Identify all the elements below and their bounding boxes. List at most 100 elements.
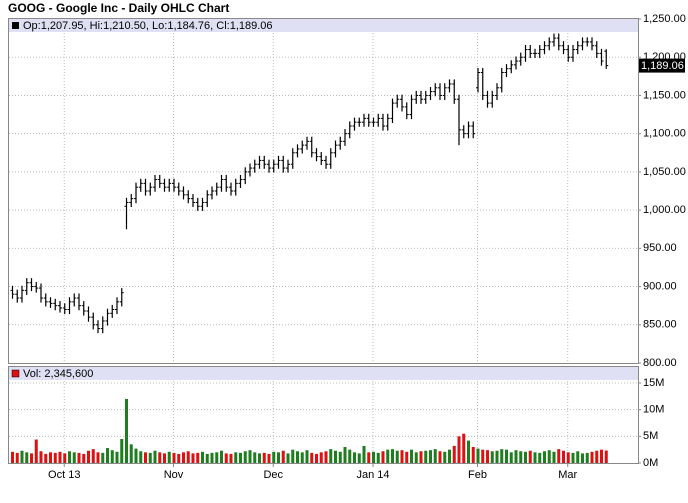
- y-tick-label: 800.00: [643, 357, 677, 369]
- volume-bar: [543, 451, 546, 463]
- volume-bar: [11, 451, 14, 463]
- volume-bar: [277, 452, 280, 463]
- volume-bar: [315, 453, 318, 463]
- volume-bar: [486, 450, 489, 463]
- volume-bar: [262, 452, 266, 463]
- volume-bar: [343, 447, 347, 463]
- volume-bar: [115, 451, 119, 463]
- y-tick-label: 850.00: [643, 319, 677, 331]
- volume-bar: [120, 439, 124, 463]
- volume-bar: [357, 453, 361, 463]
- volume-bar: [538, 452, 542, 463]
- volume-bar: [429, 450, 432, 463]
- price-legend-swatch: [12, 22, 19, 29]
- volume-bar: [144, 452, 147, 463]
- volume-bar: [562, 450, 565, 463]
- volume-bar: [20, 450, 24, 463]
- volume-bar: [106, 448, 109, 463]
- volume-bar: [414, 452, 418, 463]
- volume-legend-strip: [9, 367, 638, 380]
- volume-bar: [158, 452, 162, 463]
- ohlc-label: Op:1,207.95, Hi:1,210.50, Lo:1,184.76, C…: [23, 20, 273, 32]
- volume-bar: [524, 451, 527, 463]
- volume-bar: [353, 452, 356, 463]
- volume-bar: [30, 453, 33, 463]
- volume-bar: [39, 451, 43, 463]
- volume-bar: [467, 440, 470, 463]
- volume-bar: [305, 450, 309, 463]
- volume-bar: [519, 451, 523, 463]
- x-tick-label: Oct 13: [48, 469, 80, 481]
- volume-bar: [438, 451, 442, 463]
- y-tick-label: 1,250.00: [643, 13, 686, 25]
- volume-bar: [58, 451, 62, 463]
- volume-bar: [590, 451, 594, 463]
- volume-bar: [490, 451, 494, 463]
- volume-bar: [72, 452, 76, 463]
- volume-bar: [44, 453, 48, 463]
- volume-bar: [585, 452, 589, 463]
- volume-bar: [220, 450, 223, 463]
- volume-bar: [87, 450, 90, 463]
- volume-bar: [148, 452, 152, 463]
- volume-bar: [191, 453, 195, 463]
- volume-bar: [267, 453, 271, 463]
- volume-bar: [557, 449, 561, 463]
- volume-bar: [201, 451, 204, 463]
- volume-bar: [243, 451, 247, 463]
- volume-bar: [82, 453, 86, 463]
- volume-bar: [600, 449, 603, 463]
- volume-bar: [310, 452, 314, 463]
- volume-bar: [300, 452, 304, 463]
- volume-bar: [329, 449, 333, 463]
- volume-bar: [125, 399, 128, 463]
- x-tick-label: Dec: [263, 469, 283, 481]
- volume-bar: [433, 449, 437, 463]
- volume-bar: [367, 452, 371, 463]
- volume-bar: [182, 452, 185, 463]
- volume-panel: [8, 366, 639, 464]
- volume-bar: [196, 452, 200, 463]
- volume-bar: [376, 452, 380, 463]
- y-tick-label: 1,100.00: [643, 128, 686, 140]
- volume-bar: [177, 453, 181, 463]
- last-price-label: 1,189.06: [641, 60, 684, 72]
- y-tick-label: 950.00: [643, 242, 677, 254]
- y-tick-label: 0M: [643, 457, 658, 469]
- volume-bar: [424, 450, 428, 463]
- volume-bar: [101, 452, 105, 463]
- volume-bar: [495, 450, 499, 463]
- volume-bar: [153, 450, 157, 463]
- volume-bar: [272, 451, 276, 463]
- y-tick-label: 1,000.00: [643, 204, 686, 216]
- volume-bar: [505, 449, 508, 463]
- volume-bar: [229, 453, 233, 463]
- x-tick-label: Mar: [558, 469, 577, 481]
- volume-legend-swatch: [11, 369, 20, 378]
- volume-bar: [25, 452, 29, 463]
- volume-bar: [129, 444, 133, 463]
- volume-bar: [533, 452, 537, 463]
- volume-bar: [581, 453, 584, 463]
- volume-label: Vol: 2,345,600: [23, 368, 93, 380]
- volume-bar: [395, 450, 399, 463]
- volume-bar: [291, 449, 295, 463]
- volume-bar: [234, 452, 238, 463]
- chart-title: GOOG - Google Inc - Daily OHLC Chart: [8, 1, 229, 15]
- volume-bar: [400, 450, 404, 463]
- volume-bar: [296, 451, 299, 463]
- y-tick-label: 15M: [643, 377, 664, 389]
- volume-bar: [571, 452, 575, 463]
- volume-bar: [566, 452, 570, 463]
- y-tick-label: 900.00: [643, 280, 677, 292]
- volume-bar: [163, 453, 166, 463]
- last-price-box: [639, 58, 685, 73]
- volume-bar: [514, 450, 518, 463]
- volume-bar: [471, 447, 475, 463]
- volume-bar: [248, 450, 252, 463]
- volume-bar: [139, 451, 143, 463]
- volume-bar: [210, 452, 214, 463]
- volume-bar: [443, 451, 447, 463]
- volume-bar: [224, 453, 228, 463]
